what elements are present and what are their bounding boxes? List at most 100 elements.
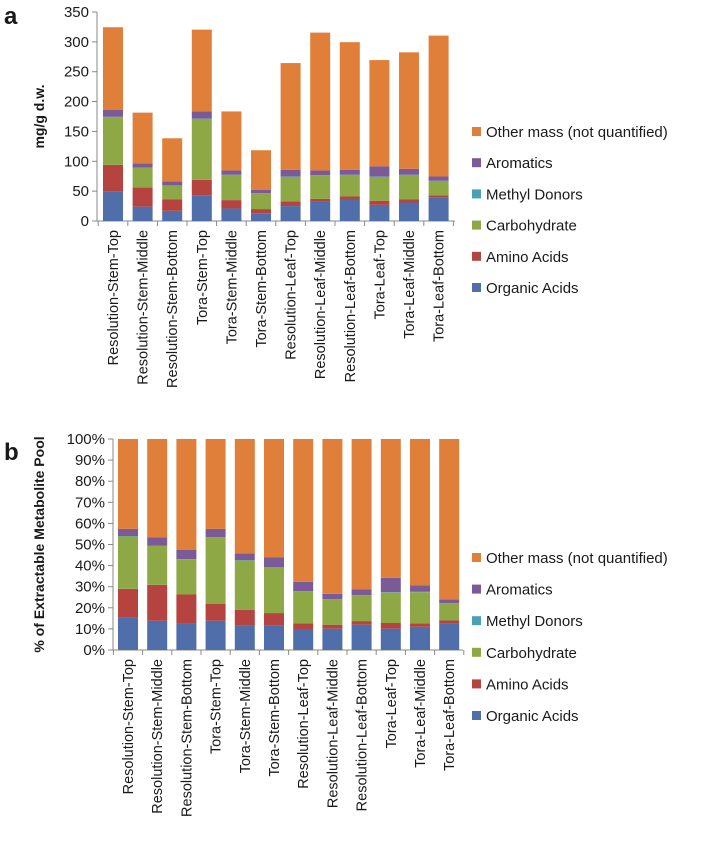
legend-label: Carbohydrate xyxy=(486,218,577,235)
bar-segment-amino-acids xyxy=(352,621,372,625)
bar-segment-carbohydrate xyxy=(118,536,138,588)
bar-segment-carbohydrate xyxy=(399,175,419,199)
bar-segment-carbohydrate xyxy=(310,176,330,199)
x-tick-label: Resolution-Stem-Bottom xyxy=(165,230,181,388)
bar-segment-organic-acids xyxy=(147,621,167,650)
bar-segment-organic-acids xyxy=(192,195,212,221)
bar-segment-organic-acids xyxy=(133,207,153,221)
bar-segment-carbohydrate xyxy=(103,117,123,165)
x-tick-label: Resolution-Leaf-Bottom xyxy=(343,230,359,382)
y-tick-label: 200 xyxy=(64,94,89,111)
bar-segment-amino-acids xyxy=(340,197,360,200)
bar-segment-organic-acids xyxy=(206,621,226,650)
bar-segment-carbohydrate xyxy=(162,186,182,200)
legend-item: Organic Acids xyxy=(472,280,579,297)
panel-label: a xyxy=(4,3,18,30)
bar-segment-organic-acids xyxy=(235,625,255,650)
legend-label: Aromatics xyxy=(486,155,553,172)
legend-swatch xyxy=(472,711,481,720)
legend-item: Other mass (not quantified) xyxy=(472,124,668,141)
y-tick-label: 10% xyxy=(75,621,105,638)
x-tick-label: Tora-Stem-Bottom xyxy=(267,659,283,777)
legend-label: Other mass (not quantified) xyxy=(486,550,668,567)
x-tick-label: Resolution-Leaf-Middle xyxy=(313,230,329,379)
bar-segment-carbohydrate xyxy=(352,596,372,622)
y-tick-label: 100% xyxy=(67,431,105,448)
legend-label: Amino Acids xyxy=(486,676,569,693)
y-tick-label: 90% xyxy=(75,452,105,469)
bar-segment-amino-acids xyxy=(192,180,212,196)
y-tick-label: 20% xyxy=(75,600,105,617)
legend-item: Organic Acids xyxy=(472,708,579,725)
bar-segment-carbohydrate xyxy=(322,600,342,625)
bar-segment-other-mass-not-quantified xyxy=(176,439,196,550)
bar-segment-aromatics xyxy=(439,599,459,603)
bar-segment-carbohydrate xyxy=(192,119,212,180)
bar-segment-aromatics xyxy=(206,529,226,537)
bar-segment-amino-acids xyxy=(410,623,430,626)
bar-segment-carbohydrate xyxy=(429,181,449,195)
bar-segment-aromatics xyxy=(192,111,212,118)
bar-segment-organic-acids xyxy=(369,205,389,221)
bar-segment-other-mass-not-quantified xyxy=(147,439,167,538)
bar-segment-carbohydrate xyxy=(410,592,430,623)
bar-segment-organic-acids xyxy=(251,213,271,221)
legend-swatch xyxy=(472,648,481,657)
legend-item: Methyl Donors xyxy=(472,613,583,630)
bar-segment-amino-acids xyxy=(147,585,167,621)
bar-segment-other-mass-not-quantified xyxy=(118,439,138,529)
bar-segment-organic-acids xyxy=(399,202,419,221)
x-tick-label: Tora-Stem-Middle xyxy=(224,230,240,344)
bar-segment-other-mass-not-quantified xyxy=(206,439,226,529)
legend-swatch xyxy=(472,189,481,198)
bar-segment-aromatics xyxy=(103,110,123,117)
y-tick-label: 350 xyxy=(64,4,89,21)
bar-segment-other-mass-not-quantified xyxy=(310,33,330,171)
legend-swatch xyxy=(472,127,481,136)
x-tick-label: Tora-Stem-Top xyxy=(195,230,211,325)
x-tick-label: Tora-Stem-Middle xyxy=(238,659,254,773)
bar-segment-organic-acids xyxy=(340,200,360,221)
legend-item: Amino Acids xyxy=(472,249,569,266)
bar-segment-amino-acids xyxy=(281,201,301,206)
bar-segment-other-mass-not-quantified xyxy=(192,30,212,112)
bar-segment-aromatics xyxy=(410,585,430,591)
y-tick-label: 150 xyxy=(64,123,89,140)
legend-label: Carbohydrate xyxy=(486,645,577,662)
bar-segment-other-mass-not-quantified xyxy=(162,138,182,181)
bar-segment-organic-acids xyxy=(162,211,182,221)
bar-segment-carbohydrate xyxy=(281,177,301,201)
y-axis-label: mg/g d.w. xyxy=(31,84,47,148)
bar-segment-aromatics xyxy=(310,171,330,176)
bar-segment-other-mass-not-quantified xyxy=(322,439,342,594)
bar-segment-amino-acids xyxy=(206,604,226,621)
legend-item: Carbohydrate xyxy=(472,645,577,662)
legend-label: Organic Acids xyxy=(486,280,579,297)
y-tick-label: 50% xyxy=(75,537,105,554)
bar-segment-other-mass-not-quantified xyxy=(352,439,372,589)
y-tick-label: 300 xyxy=(64,34,89,51)
bar-segment-carbohydrate xyxy=(264,567,284,613)
bar-segment-aromatics xyxy=(147,538,167,546)
bar-segment-carbohydrate xyxy=(369,177,389,201)
bar-segment-carbohydrate xyxy=(381,593,401,623)
y-tick-label: 80% xyxy=(75,473,105,490)
bar-segment-aromatics xyxy=(235,553,255,560)
bar-segment-carbohydrate xyxy=(235,561,255,610)
bar-segment-other-mass-not-quantified xyxy=(133,113,153,164)
bar-segment-aromatics xyxy=(429,177,449,181)
x-tick-label: Tora-Leaf-Bottom xyxy=(442,659,458,771)
legend-item: Other mass (not quantified) xyxy=(472,550,668,567)
chart-panel-b: b0%10%20%30%40%50%60%70%80%90%100%% of E… xyxy=(4,431,668,817)
y-tick-label: 40% xyxy=(75,558,105,575)
bar-segment-carbohydrate xyxy=(133,168,153,188)
bar-segment-organic-acids xyxy=(176,623,196,650)
bar-segment-aromatics xyxy=(221,171,241,175)
legend-label: Methyl Donors xyxy=(486,186,583,203)
bar-segment-aromatics xyxy=(281,170,301,177)
y-tick-label: 100 xyxy=(64,153,89,170)
bar-segment-aromatics xyxy=(176,550,196,559)
bar-segment-other-mass-not-quantified xyxy=(369,60,389,166)
